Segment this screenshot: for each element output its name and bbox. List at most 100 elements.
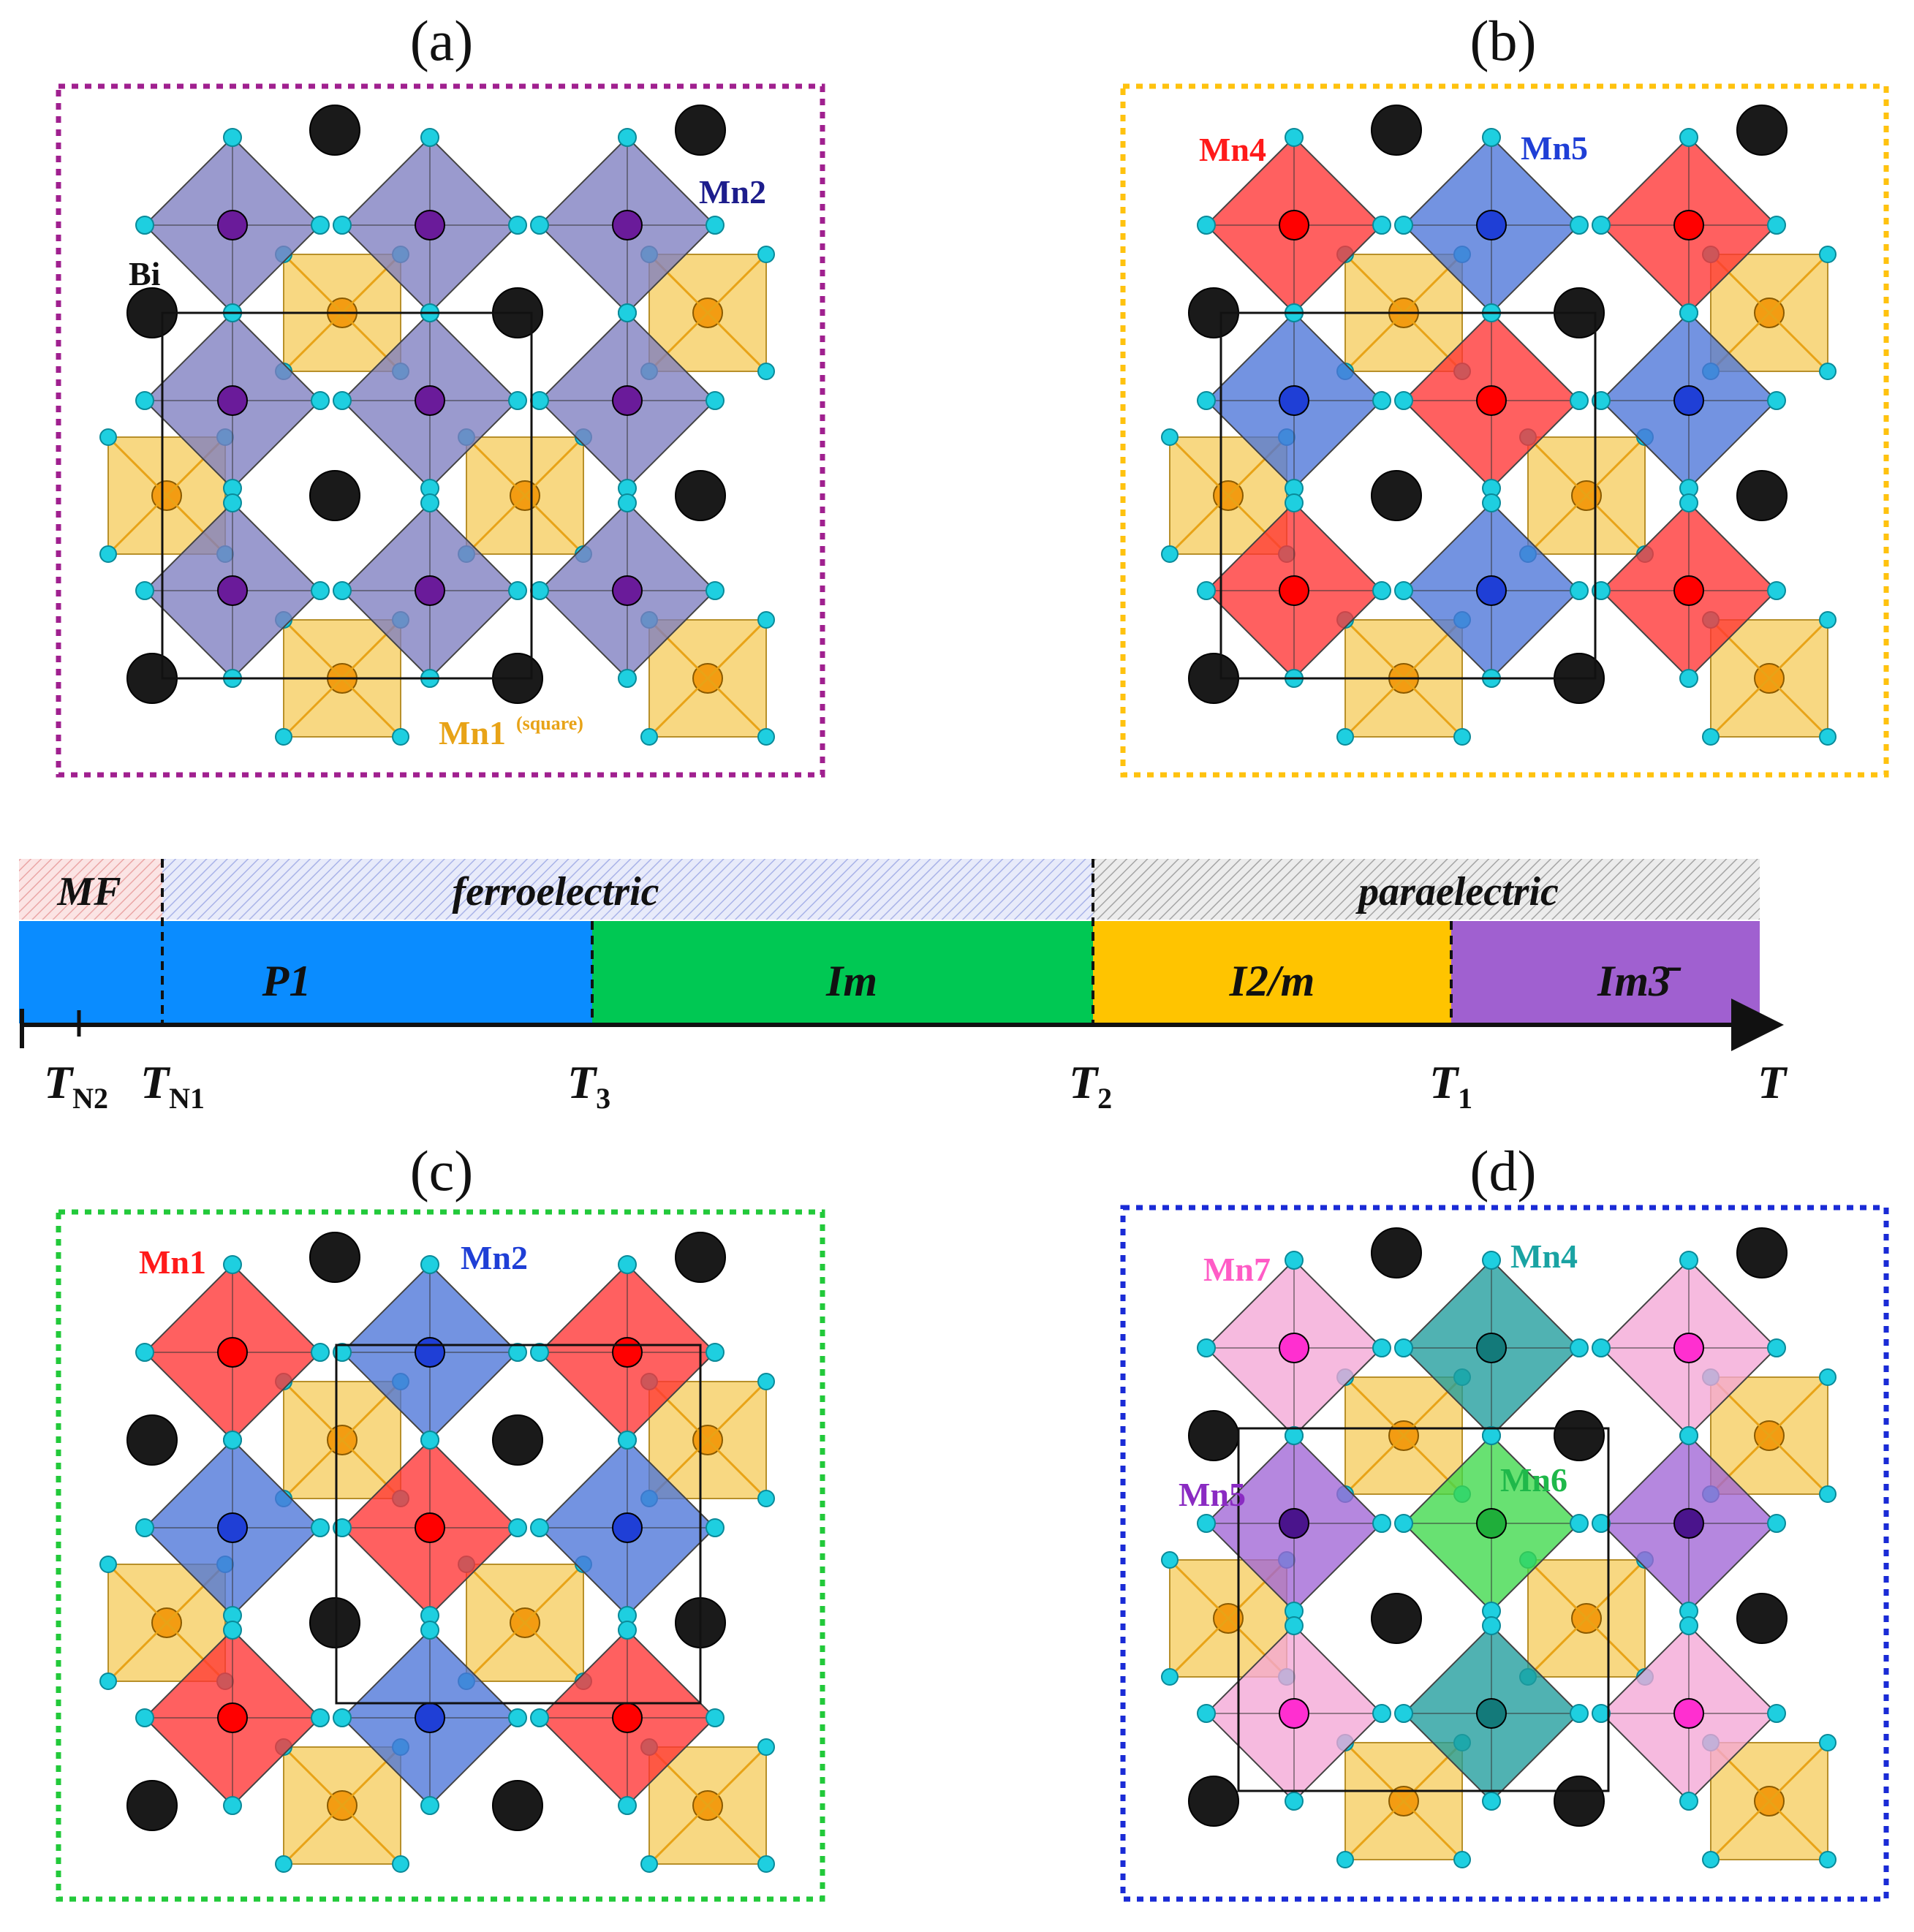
panel-b-sq5-bond-3 <box>1709 677 1771 738</box>
panel-a-unit-cell <box>161 311 533 680</box>
panel-b-oct0-oxygen-0 <box>1285 128 1304 147</box>
panel-c-sq5-bond-3 <box>648 1804 709 1865</box>
panel-d-b6-bi-atom <box>1371 1593 1422 1644</box>
panel-c-mn-atom-1 <box>415 1337 445 1368</box>
panel-d-sq4-bond-3 <box>1344 1800 1405 1861</box>
panel-a-sq4-bond-3 <box>282 677 344 738</box>
panel-b-b5-bi-atom <box>1736 105 1788 156</box>
panel-d-sq0-bond-0 <box>1344 1376 1405 1437</box>
panel-b-oct1-oxygen-1 <box>1570 216 1589 235</box>
panel-d-oct3-oxygen-3 <box>1197 1514 1216 1533</box>
panel-a-oct5-oxygen-0 <box>618 303 637 322</box>
panel-b-sq1-bond-2 <box>1768 311 1829 373</box>
panel-c-sq5-bond-2 <box>706 1804 768 1865</box>
panel-c-oct6-oxygen-3 <box>135 1708 154 1727</box>
panel-c-sq2-bond-0 <box>107 1563 168 1624</box>
panel-a-oct7-oxygen-1 <box>508 581 527 600</box>
panel-a-oct1-oxygen-0 <box>420 128 439 147</box>
panel-d-sq3-bond-2 <box>1585 1617 1646 1678</box>
panel-c-sq5-oxygen-1 <box>757 1738 775 1756</box>
tick-label-t: T <box>1758 1056 1788 1108</box>
panel-b-oct5-oxygen-1 <box>1767 391 1786 410</box>
atom-label-mn4-d: Mn4 <box>1510 1238 1578 1275</box>
panel-d-sq3-bond-3 <box>1527 1617 1588 1678</box>
panel-c-mn-atom-8 <box>612 1702 643 1733</box>
atom-label-bi: Bi <box>129 255 161 292</box>
panel-a-oct2-oxygen-3 <box>530 216 549 235</box>
panel-d-sq5-oxygen-3 <box>1702 1851 1720 1868</box>
tick-label-t3: T3 <box>567 1056 610 1115</box>
panel-d-oct2-oxygen-1 <box>1767 1338 1786 1357</box>
panel-a-mn-atom-3 <box>217 385 248 416</box>
panel-c-sq1-oxygen-2 <box>757 1490 775 1507</box>
panel-a-oct8-oxygen-0 <box>618 493 637 512</box>
panel-a-sq2-oxygen-3 <box>99 545 117 563</box>
panel-a-sq0-bond-0 <box>282 253 344 314</box>
band-ferroelectric <box>162 859 1093 920</box>
panel-c-oct7-oxygen-3 <box>333 1708 352 1727</box>
panel-c-sq5-oxygen-2 <box>757 1855 775 1873</box>
panel-b-sq4-oxygen-3 <box>1336 728 1354 746</box>
panel-c-oct0-oxygen-3 <box>135 1343 154 1362</box>
panel-d-sq2-bond-0 <box>1168 1558 1230 1620</box>
panel-b-oct0-oxygen-1 <box>1372 216 1391 235</box>
panel-b-mn-atom-4 <box>1476 385 1507 416</box>
atom-label-mn5-d: Mn5 <box>1179 1476 1246 1513</box>
phase-label-im: Im <box>825 957 877 1005</box>
panel-d-oct4-oxygen-3 <box>1394 1514 1413 1533</box>
panel-d-sq5-bond-1 <box>1768 1741 1829 1803</box>
panel-c-oct4-oxygen-0 <box>420 1431 439 1450</box>
panel-b-sq2-oxygen-0 <box>1161 428 1179 446</box>
panel-d-oct0-oxygen-0 <box>1285 1251 1304 1270</box>
panel-label-b: (b) <box>1470 9 1537 72</box>
panel-d-sq1-oxygen-2 <box>1819 1485 1837 1503</box>
band-mf <box>19 859 162 920</box>
panel-b-sq5-oxygen-2 <box>1819 728 1837 746</box>
frame-c <box>56 1209 825 1902</box>
panel-d-mn-atom-4 <box>1476 1508 1507 1539</box>
panel-c-sq0-bond-0 <box>282 1380 344 1442</box>
panel-a-b7-bi-atom <box>675 470 726 521</box>
panel-b-oct2-oxygen-0 <box>1679 128 1698 147</box>
panel-d-oct8-oxygen-2 <box>1679 1792 1698 1811</box>
panel-d-oct5-oxygen-0 <box>1679 1426 1698 1445</box>
panel-b-sq1-oxygen-1 <box>1819 246 1837 263</box>
panel-b-sq0-bond-3 <box>1344 311 1405 373</box>
panel-c-oct1-oxygen-3 <box>333 1343 352 1362</box>
panel-a-b6-bi-atom <box>309 470 360 521</box>
panel-d-oct7-oxygen-3 <box>1394 1704 1413 1723</box>
panel-a-sq5-oxygen-2 <box>757 728 775 746</box>
panel-b-oct6-oxygen-0 <box>1285 493 1304 512</box>
panel-b-sq1-bond-1 <box>1768 253 1829 314</box>
panel-b-oct7-oxygen-0 <box>1482 493 1501 512</box>
panel-b-sq4-bond-3 <box>1344 677 1405 738</box>
panel-a-sq5-oxygen-1 <box>757 611 775 629</box>
panel-c-sq4-bond-3 <box>282 1804 344 1865</box>
panel-b-sq2-oxygen-3 <box>1161 545 1179 563</box>
panel-a-sq4-bond-2 <box>341 677 402 738</box>
panel-c-oct7-oxygen-1 <box>508 1708 527 1727</box>
panel-b-sq2-bond-3 <box>1168 494 1230 556</box>
panel-a-oct3-oxygen-3 <box>135 391 154 410</box>
panel-d-oct2-oxygen-0 <box>1679 1251 1698 1270</box>
panel-d-sq5-oxygen-2 <box>1819 1851 1837 1868</box>
panel-a-mn-atom-2 <box>612 210 643 240</box>
panel-d-oct8-oxygen-1 <box>1767 1704 1786 1723</box>
phase-block-i2m <box>1093 921 1451 1023</box>
panel-d-b0-bi-atom <box>1188 1410 1239 1461</box>
panel-a-sq1-bond-1 <box>706 253 768 314</box>
panel-c-mn-atom-5 <box>612 1512 643 1543</box>
panel-d-mn-atom-6 <box>1279 1698 1309 1729</box>
panel-c-oct4-oxygen-1 <box>508 1518 527 1537</box>
panel-d-mn-atom-3 <box>1279 1508 1309 1539</box>
panel-d-sq2-oxygen-0 <box>1161 1551 1179 1569</box>
panel-b-sq3-bond-3 <box>1527 494 1588 556</box>
panel-a-oct3-oxygen-1 <box>311 391 330 410</box>
panel-c-oct8-oxygen-0 <box>618 1621 637 1640</box>
panel-d-sq5-bond-2 <box>1768 1800 1829 1861</box>
panel-a-oct0-oxygen-3 <box>135 216 154 235</box>
panel-d-sq4-bond-2 <box>1402 1800 1464 1861</box>
panel-c-oct0-oxygen-1 <box>311 1343 330 1362</box>
panel-a-sq1-oxygen-1 <box>757 246 775 263</box>
